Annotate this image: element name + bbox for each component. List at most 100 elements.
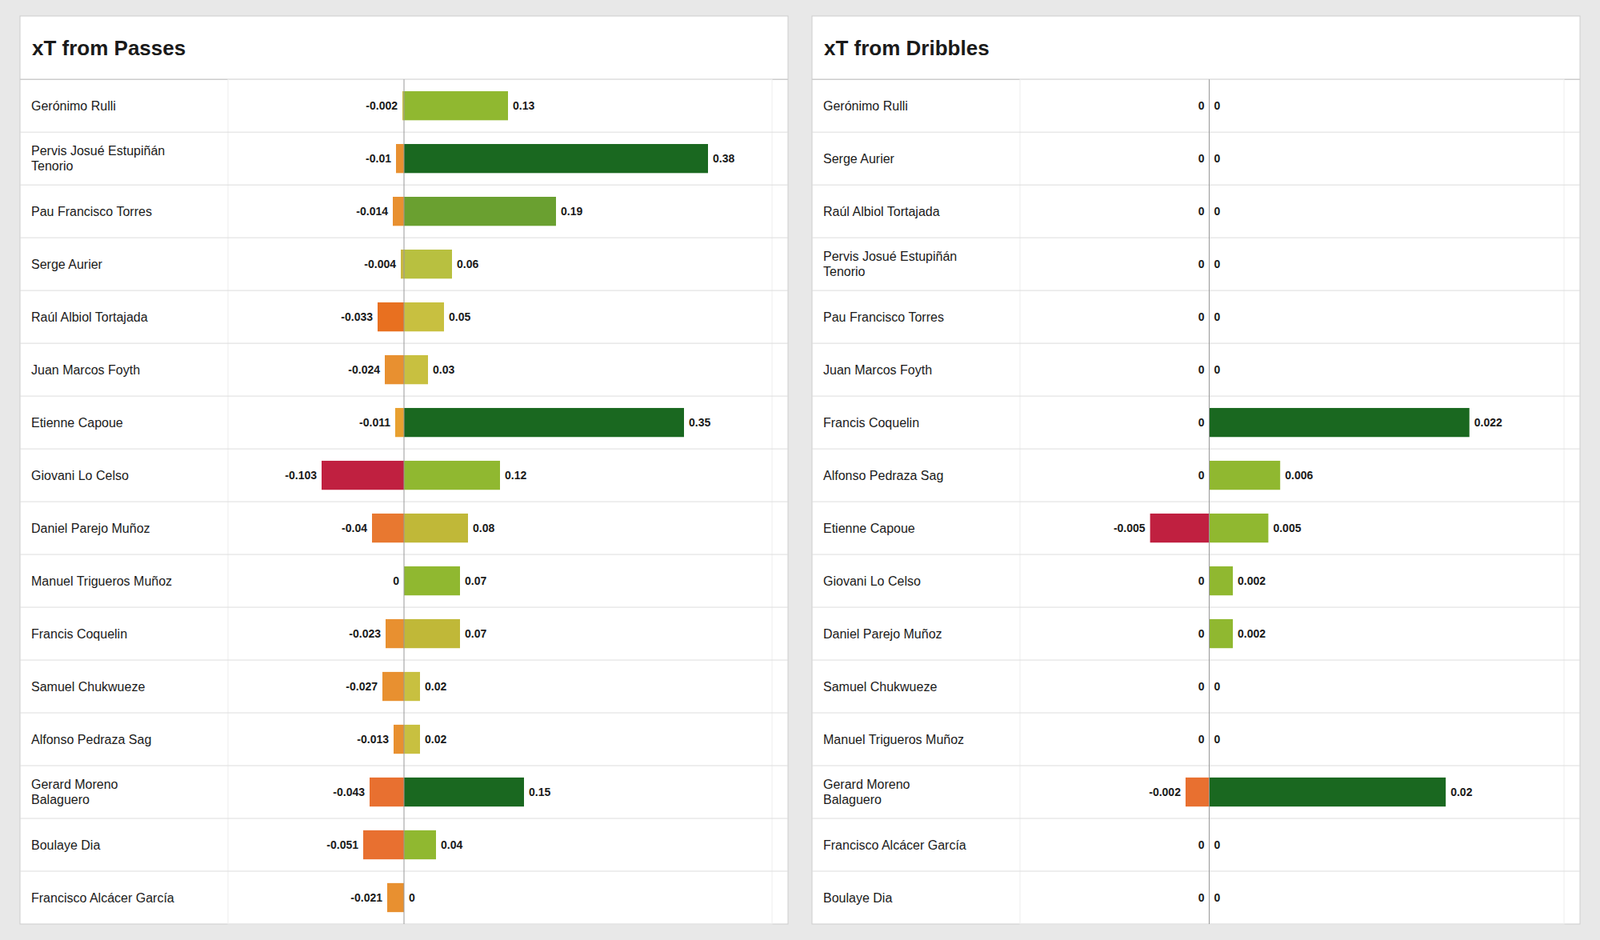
data-label: 0.03 xyxy=(432,363,455,376)
data-label: 0.02 xyxy=(424,680,447,693)
category-label-line: Raúl Albiol Tortajada xyxy=(31,310,148,324)
category-label-line: Francisco Alcácer García xyxy=(823,838,967,852)
category-label: Francis Coquelin xyxy=(31,627,128,641)
category-label-line: Juan Marcos Foyth xyxy=(31,363,140,377)
data-label: 0.002 xyxy=(1237,574,1266,588)
bar xyxy=(404,460,500,490)
data-label: 0 xyxy=(1198,416,1205,429)
bar xyxy=(372,513,404,543)
background xyxy=(0,0,1600,940)
category-label: Etienne Capoue xyxy=(823,521,916,536)
data-label: 0 xyxy=(1214,891,1221,904)
bar xyxy=(1185,777,1210,807)
bar xyxy=(404,302,444,332)
category-label-line: Tenorio xyxy=(823,264,866,279)
data-label: -0.004 xyxy=(364,257,396,271)
data-label: 0.08 xyxy=(472,521,495,535)
category-label-line: Pau Francisco Torres xyxy=(823,310,944,324)
category-label-line: Gerónimo Rulli xyxy=(31,99,116,113)
category-label-line: Gerard Moreno xyxy=(31,777,119,792)
data-label: 0 xyxy=(1198,891,1205,904)
data-label: 0 xyxy=(1198,310,1205,324)
category-label-line: Pervis Josué Estupiñán xyxy=(823,249,957,264)
row-separator xyxy=(812,765,1580,767)
data-label: 0 xyxy=(408,891,416,904)
category-label-line: Francisco Alcácer García xyxy=(31,891,175,905)
data-label: 0.38 xyxy=(712,152,735,165)
category-label-line: Juan Marcos Foyth xyxy=(823,363,932,377)
category-label: Pau Francisco Torres xyxy=(31,204,152,219)
data-label: 0.07 xyxy=(464,627,487,640)
category-label-line: Gerard Moreno xyxy=(823,777,911,792)
category-label-line: Manuel Trigueros Muñoz xyxy=(31,574,172,588)
category-label-line: Balaguero xyxy=(31,792,90,807)
row-separator xyxy=(812,712,1580,714)
data-label: 0.12 xyxy=(504,468,527,482)
bar xyxy=(404,91,508,120)
data-label: 0.19 xyxy=(560,204,583,218)
category-label-line: Etienne Capoue xyxy=(31,416,124,430)
category-label-line: Daniel Parejo Muñoz xyxy=(31,521,151,536)
data-label: 0 xyxy=(1198,680,1205,693)
category-label: Raúl Albiol Tortajada xyxy=(823,204,940,219)
category-label-line: Boulaye Dia xyxy=(31,838,100,852)
bar xyxy=(1209,460,1281,490)
data-label: 0 xyxy=(1214,838,1221,852)
bar xyxy=(400,249,404,279)
data-label: 0 xyxy=(1214,257,1221,271)
category-label: Boulaye Dia xyxy=(823,891,892,905)
category-label-line: Manuel Trigueros Muñoz xyxy=(823,732,964,747)
data-label: 0 xyxy=(1198,99,1205,112)
data-label: -0.024 xyxy=(348,363,380,376)
category-label-line: Etienne Capoue xyxy=(823,521,916,536)
category-label: Pervis Josué EstupiñánTenorio xyxy=(823,249,957,279)
category-label: Francisco Alcácer García xyxy=(31,891,175,905)
data-label: 0.35 xyxy=(688,416,711,429)
category-label: Francis Coquelin xyxy=(823,416,920,430)
bar xyxy=(1209,777,1447,807)
category-label: Serge Aurier xyxy=(823,152,896,166)
category-label: Alfonso Pedraza Sag xyxy=(823,468,944,483)
data-label: 0 xyxy=(1198,627,1205,640)
category-label: Samuel Chukwueze xyxy=(31,680,145,694)
data-label: 0.006 xyxy=(1284,468,1313,482)
labels: Gerónimo Rulli00Serge Aurier00Raúl Albio… xyxy=(823,99,1503,905)
category-label: Boulaye Dia xyxy=(31,838,100,852)
category-label-line: Francis Coquelin xyxy=(31,627,128,641)
row-separator xyxy=(812,132,1580,133)
data-label: 0 xyxy=(1198,204,1205,218)
panel-frame xyxy=(20,16,788,924)
bar xyxy=(382,672,404,701)
category-label-line: Daniel Parejo Muñoz xyxy=(823,627,943,641)
data-label: 0.02 xyxy=(1450,785,1472,799)
data-label: -0.01 xyxy=(365,152,392,165)
category-label-line: Tenorio xyxy=(31,159,74,173)
data-label: 0.05 xyxy=(448,310,471,324)
data-label: -0.013 xyxy=(356,732,389,746)
category-label: Alfonso Pedraza Sag xyxy=(31,732,152,747)
row-separator xyxy=(812,290,1580,292)
category-label-line: Giovani Lo Celso xyxy=(31,468,129,483)
data-label: -0.005 xyxy=(1113,521,1146,535)
row-separator xyxy=(812,554,1580,556)
data-label: 0 xyxy=(1214,99,1221,112)
data-label: -0.002 xyxy=(365,99,398,112)
data-label: 0 xyxy=(1198,468,1205,482)
bar xyxy=(404,777,524,807)
category-label: Daniel Parejo Muñoz xyxy=(31,521,151,536)
category-label-line: Gerónimo Rulli xyxy=(823,99,908,113)
data-label: 0 xyxy=(1214,680,1221,693)
bar xyxy=(1209,619,1234,648)
data-label: 0 xyxy=(1198,574,1205,588)
data-label: -0.04 xyxy=(341,521,368,535)
data-label: 0 xyxy=(392,574,400,588)
category-label: Gerard MorenoBalaguero xyxy=(823,777,911,807)
data-label: -0.023 xyxy=(348,627,381,640)
data-label: -0.043 xyxy=(332,785,365,799)
data-label: 0.02 xyxy=(424,732,447,746)
panel: xT from DribblesGerónimo Rulli00Serge Au… xyxy=(812,16,1580,924)
category-label: Francisco Alcácer García xyxy=(823,838,967,852)
data-label: 0.022 xyxy=(1474,416,1503,429)
row-separator xyxy=(812,184,1580,186)
bar xyxy=(1209,408,1470,437)
